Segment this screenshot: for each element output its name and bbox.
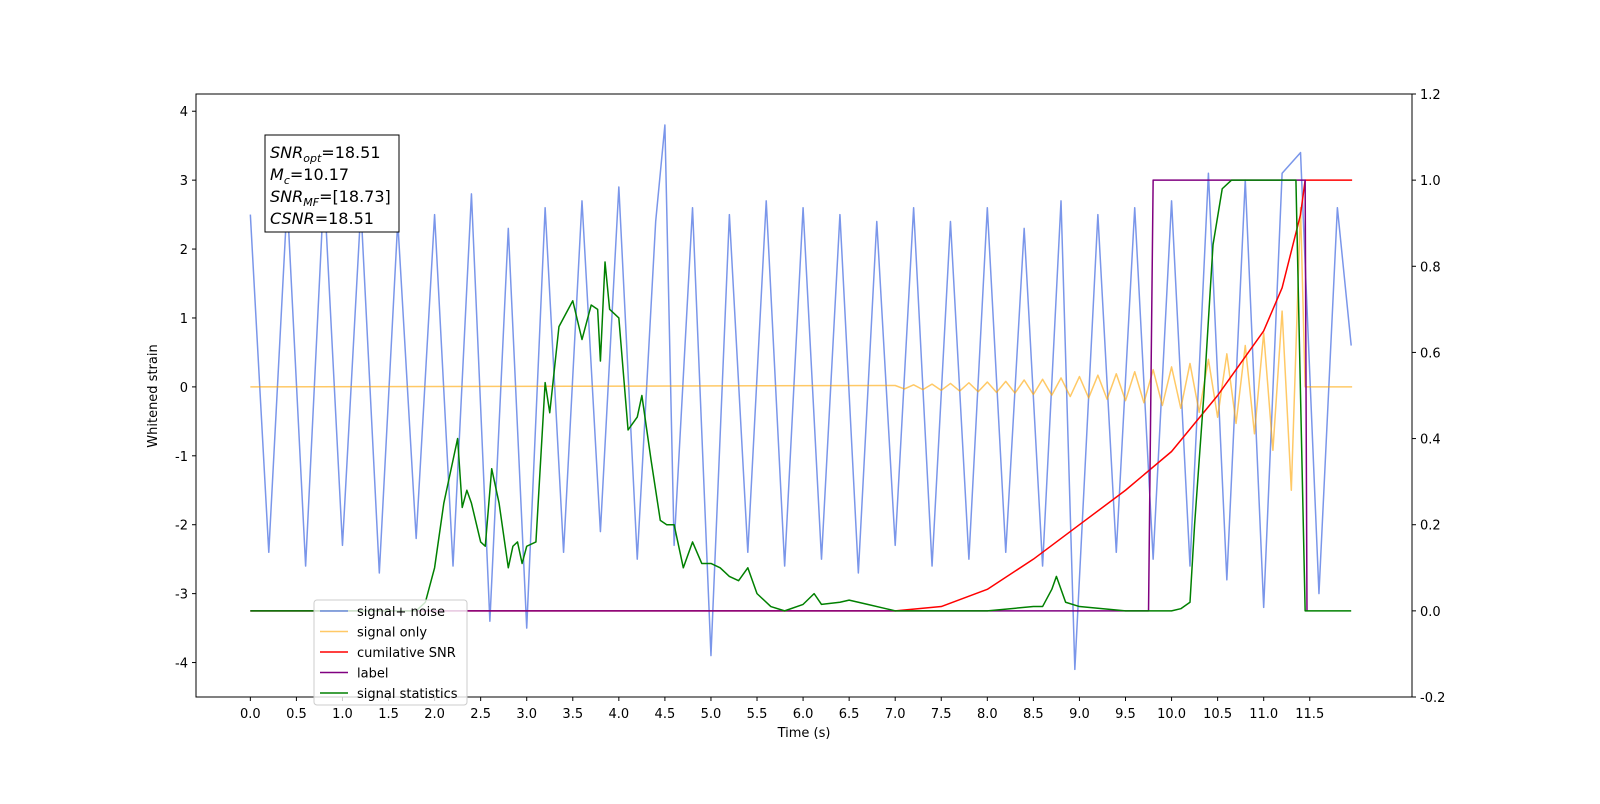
x-tick-label: 2.5: [470, 707, 491, 722]
y-axis-label: Whitened strain: [146, 344, 161, 447]
series-line: [249, 124, 1352, 671]
annotation-line: CSNR=18.51: [270, 209, 374, 228]
legend-label: cumilative SNR: [357, 646, 456, 661]
x-tick-label: 10.0: [1157, 707, 1186, 722]
y-tick-label: 4: [180, 105, 188, 120]
x-tick-label: 8.5: [1023, 707, 1044, 722]
series-line: [250, 179, 1352, 612]
x-axis-label: Time (s): [777, 726, 831, 741]
annotation-value: =18.51: [315, 209, 374, 228]
y2-tick-label: 0.2: [1420, 519, 1441, 534]
x-tick-label: 0.5: [286, 707, 307, 722]
legend-label: signal only: [357, 626, 427, 641]
x-tick-label: 9.5: [1115, 707, 1136, 722]
y-tick-label: 3: [180, 174, 188, 189]
x-tick-label: 0.0: [240, 707, 261, 722]
x-tick-label: 5.5: [747, 707, 768, 722]
annotation-subscript: opt: [303, 152, 322, 165]
y-tick-label: -2: [175, 519, 188, 534]
annotation-line: SNRMF=[18.73]: [270, 187, 391, 209]
y-tick-label: 0: [180, 381, 188, 396]
y-tick-label: -4: [175, 657, 188, 672]
y2-tick-label: 0.4: [1420, 433, 1441, 448]
annotation-value: =10.17: [290, 165, 349, 184]
legend-box: [313, 599, 468, 706]
series-line: [250, 206, 1353, 492]
x-tick-label: 11.5: [1295, 707, 1324, 722]
annotation-symbol: M: [270, 165, 284, 184]
x-tick-label: 9.0: [1069, 707, 1090, 722]
annotation-value: =[18.73]: [319, 187, 391, 206]
y2-tick-label: 1.0: [1420, 174, 1441, 189]
x-tick-label: 6.5: [839, 707, 860, 722]
x-tick-label: 1.5: [378, 707, 399, 722]
y2-tick-label: 0.6: [1420, 346, 1441, 361]
x-tick-label: 6.0: [793, 707, 814, 722]
series-line: [250, 179, 1308, 612]
x-tick-label: 1.0: [332, 707, 353, 722]
annotation-box: [264, 134, 400, 233]
annotation-symbol: SNR: [270, 187, 303, 206]
x-tick-label: 4.0: [608, 707, 629, 722]
x-tick-label: 2.0: [424, 707, 445, 722]
legend-label: signal statistics: [357, 687, 458, 702]
annotation-symbol: CSNR: [270, 209, 315, 228]
x-tick-label: 7.5: [931, 707, 952, 722]
legend-label: label: [357, 667, 388, 682]
legend-label: signal+ noise: [357, 605, 445, 620]
x-tick-label: 8.0: [977, 707, 998, 722]
x-tick-label: 10.5: [1203, 707, 1232, 722]
y-tick-label: 2: [180, 243, 188, 258]
x-tick-label: 3.0: [516, 707, 537, 722]
annotation-subscript: c: [284, 174, 290, 187]
x-tick-label: 3.5: [562, 707, 583, 722]
y2-tick-label: 0.8: [1420, 260, 1441, 275]
annotation-subscript: MF: [303, 196, 319, 209]
x-tick-label: 7.0: [885, 707, 906, 722]
y2-tick-label: 1.2: [1420, 88, 1441, 103]
annotation-line: SNRopt=18.51: [270, 143, 381, 165]
y-tick-label: -3: [175, 588, 188, 603]
y-tick-label: 1: [180, 312, 188, 327]
x-tick-label: 4.5: [655, 707, 676, 722]
annotation-value: =18.51: [321, 143, 380, 162]
y2-tick-label: -0.2: [1420, 691, 1445, 706]
plot-frame: [195, 93, 1413, 698]
y-tick-label: -1: [175, 450, 188, 465]
x-tick-label: 11.0: [1249, 707, 1278, 722]
y2-tick-label: 0.0: [1420, 605, 1441, 620]
annotation-line: Mc=10.17: [270, 165, 349, 187]
annotation-symbol: SNR: [270, 143, 303, 162]
x-tick-label: 5.0: [701, 707, 722, 722]
